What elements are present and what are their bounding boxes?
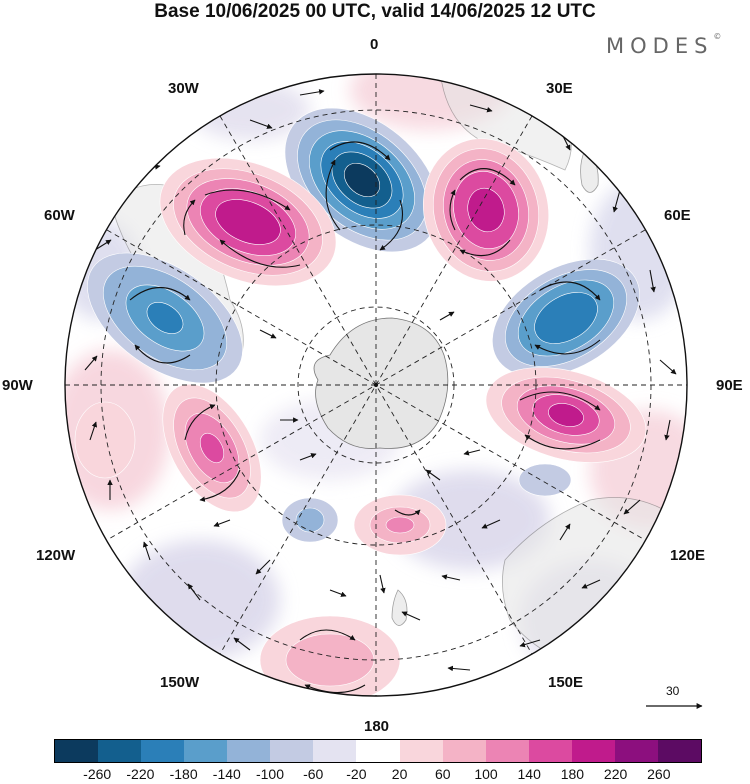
new-zealand (391, 589, 408, 626)
colorbar-segment (313, 740, 357, 762)
longitude-label-180: 180 (364, 718, 390, 735)
anomaly-high-southeast-pacific (162, 383, 262, 513)
anomaly-high-south-pacific (259, 615, 401, 696)
colorbar-tick-label: 180 (560, 766, 585, 782)
anomaly-low-indian-ocean (492, 258, 640, 378)
colorbar-tick-label: 260 (647, 766, 671, 782)
longitude-label-30w: 30W (168, 80, 199, 97)
colorbar-segment (571, 740, 615, 762)
colorbar-segment (141, 740, 185, 762)
pole-marker (374, 383, 378, 387)
longitude-label-150w: 150W (160, 674, 200, 691)
anomaly-high-ross-sea (353, 494, 447, 556)
antarctica (313, 317, 449, 449)
colorbar-ticks: -260 -220 -180 -140 -100 -60 -20 20 60 100 140 180 2… (0, 766, 750, 784)
colorbar-segment (55, 740, 99, 762)
colorbar-tick-label: -20 (346, 766, 367, 782)
colorbar-segment (98, 740, 142, 762)
anomaly-high-west (74, 401, 136, 479)
anomaly-low-near-australia (518, 463, 572, 497)
longitude-label-150e: 150E (548, 674, 584, 691)
colorbar-tick-label: -180 (169, 766, 198, 782)
wind-vectors (84, 89, 677, 693)
colorbar-tick-label: -220 (126, 766, 155, 782)
madagascar (580, 149, 599, 193)
brand-logo: MODES© (606, 32, 722, 58)
longitude-label-90e: 90E (716, 377, 743, 394)
anomaly-low-pacific-small (281, 497, 339, 543)
longitude-label-60e: 60E (664, 207, 691, 224)
colorbar-segment (442, 740, 486, 762)
copyright-mark: © (713, 32, 722, 41)
colorbar-tick-label: 220 (603, 766, 628, 782)
longitude-label-120e: 120E (670, 547, 706, 564)
colorbar-segment (227, 740, 271, 762)
page-title: Base 10/06/2025 00 UTC, valid 14/06/2025… (154, 1, 596, 22)
colorbar-tick-label: -60 (303, 766, 324, 782)
brand-name: MODES (606, 34, 714, 58)
colorbar-segment (270, 740, 314, 762)
colorbar (54, 739, 702, 763)
anomaly-centers (74, 107, 647, 696)
colorbar-segment (614, 740, 658, 762)
colorbar-segment (657, 740, 701, 762)
wind-reference-label: 30 (666, 684, 680, 698)
anomaly-high-southern-indian (485, 367, 647, 463)
colorbar-segment (528, 740, 572, 762)
colorbar-tick-label: 20 (391, 766, 408, 782)
longitude-label-30e: 30E (546, 80, 573, 97)
colorbar-tick-label: -100 (255, 766, 285, 782)
colorbar-tick-label: 100 (474, 766, 498, 782)
colorbar-tick-label: -140 (212, 766, 241, 782)
colorbar-segment (356, 740, 400, 762)
colorbar-tick-label: 140 (517, 766, 541, 782)
anomaly-high-south-africa (422, 138, 550, 282)
colorbar-tick-label: 60 (435, 766, 451, 782)
colorbar-segment (485, 740, 529, 762)
colorbar-segment (399, 740, 443, 762)
colorbar-segment (184, 740, 228, 762)
map-border (64, 73, 688, 697)
anomaly-high-south-america (159, 157, 337, 287)
longitude-label-120w: 120W (36, 547, 76, 564)
polar-map (64, 73, 703, 709)
colorbar-tick-label: -260 (83, 766, 112, 782)
longitude-label-0: 0 (370, 36, 379, 53)
longitude-label-90w: 90W (2, 377, 33, 394)
longitude-label-60w: 60W (44, 207, 75, 224)
